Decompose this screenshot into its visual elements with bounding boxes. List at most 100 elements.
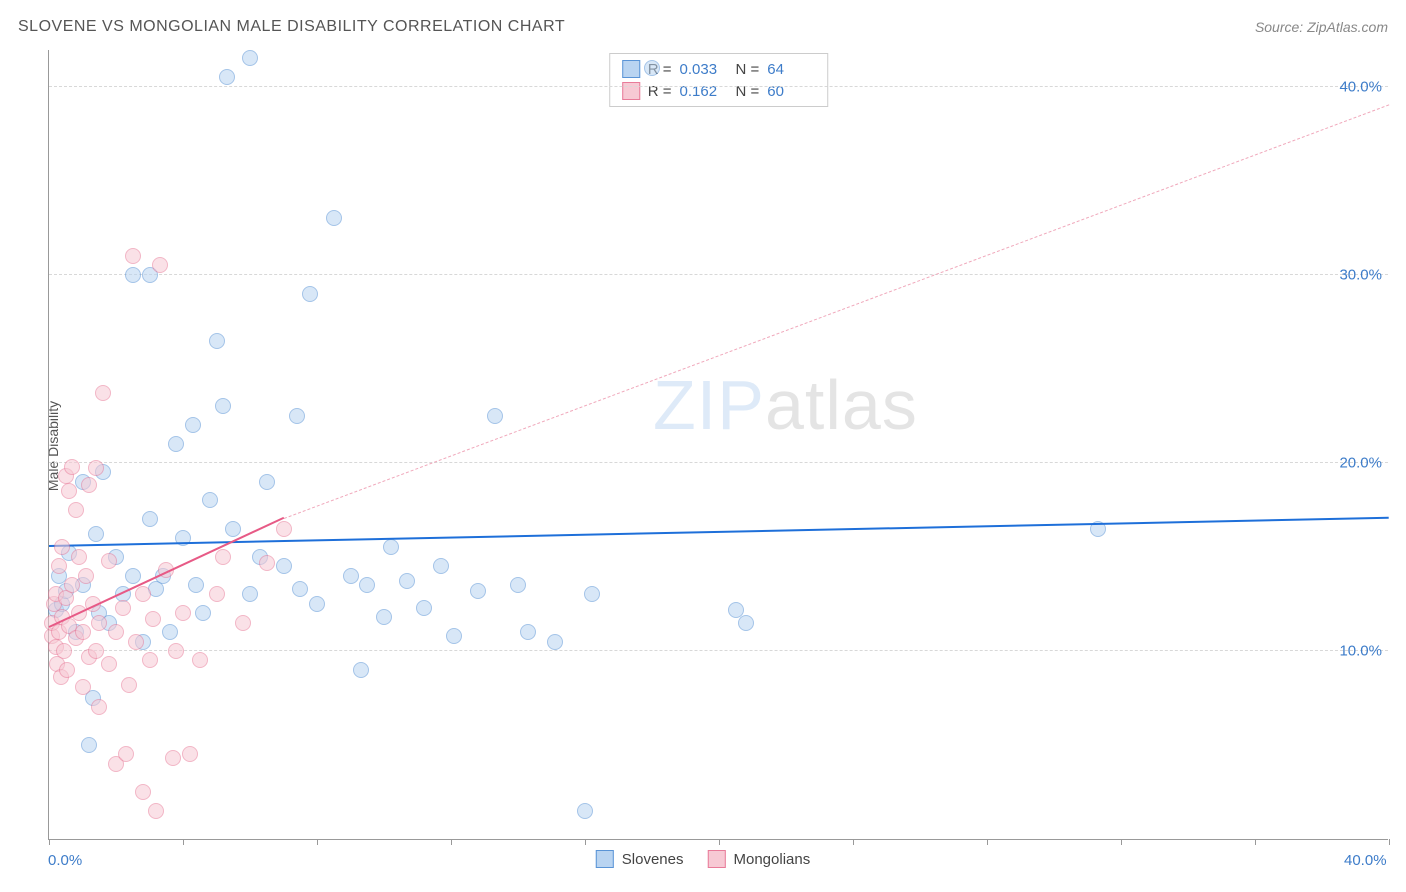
x-tick-label: 40.0% — [1344, 852, 1387, 869]
scatter-point — [185, 417, 201, 433]
scatter-point — [292, 581, 308, 597]
scatter-point — [343, 568, 359, 584]
gridline — [49, 462, 1388, 463]
n-value: 64 — [767, 61, 815, 78]
x-tick — [1121, 839, 1122, 845]
scatter-point — [353, 662, 369, 678]
y-tick-label: 30.0% — [1339, 266, 1382, 283]
stats-legend: R =0.033N =64R =0.162N =60 — [609, 53, 829, 107]
y-tick-label: 20.0% — [1339, 454, 1382, 471]
scatter-point — [259, 474, 275, 490]
x-tick — [719, 839, 720, 845]
x-tick-label: 0.0% — [48, 852, 82, 869]
y-tick-label: 40.0% — [1339, 78, 1382, 95]
scatter-point — [75, 624, 91, 640]
scatter-point — [302, 286, 318, 302]
scatter-point — [162, 624, 178, 640]
x-tick — [317, 839, 318, 845]
x-tick — [853, 839, 854, 845]
scatter-point — [145, 611, 161, 627]
scatter-point — [276, 558, 292, 574]
scatter-point — [135, 586, 151, 602]
scatter-point — [88, 460, 104, 476]
chart-title: SLOVENE VS MONGOLIAN MALE DISABILITY COR… — [18, 18, 565, 36]
watermark-zip: ZIP — [653, 366, 765, 444]
scatter-point — [91, 615, 107, 631]
scatter-point — [78, 568, 94, 584]
scatter-point — [88, 643, 104, 659]
scatter-point — [175, 605, 191, 621]
scatter-point — [520, 624, 536, 640]
scatter-point — [195, 605, 211, 621]
gridline — [49, 650, 1388, 651]
scatter-point — [101, 553, 117, 569]
scatter-point — [192, 652, 208, 668]
legend-swatch — [708, 850, 726, 868]
legend-item: Mongolians — [708, 850, 811, 868]
scatter-point — [125, 267, 141, 283]
scatter-point — [738, 615, 754, 631]
x-tick — [987, 839, 988, 845]
gridline — [49, 86, 1388, 87]
legend-label: Slovenes — [622, 851, 684, 868]
x-tick — [451, 839, 452, 845]
watermark-atlas: atlas — [765, 366, 918, 444]
scatter-point — [142, 511, 158, 527]
scatter-point — [75, 679, 91, 695]
scatter-point — [56, 643, 72, 659]
scatter-point — [644, 60, 660, 76]
scatter-point — [108, 624, 124, 640]
scatter-point — [416, 600, 432, 616]
scatter-point — [168, 436, 184, 452]
scatter-point — [188, 577, 204, 593]
scatter-point — [81, 477, 97, 493]
scatter-point — [510, 577, 526, 593]
scatter-point — [584, 586, 600, 602]
scatter-point — [446, 628, 462, 644]
x-tick — [183, 839, 184, 845]
scatter-point — [142, 652, 158, 668]
x-tick — [585, 839, 586, 845]
scatter-point — [121, 677, 137, 693]
y-tick-label: 10.0% — [1339, 642, 1382, 659]
scatter-point — [125, 568, 141, 584]
scatter-point — [433, 558, 449, 574]
scatter-point — [242, 50, 258, 66]
scatter-point — [202, 492, 218, 508]
scatter-point — [81, 737, 97, 753]
trend-line — [283, 104, 1389, 519]
scatter-point — [64, 459, 80, 475]
gridline — [49, 274, 1388, 275]
legend-swatch — [596, 850, 614, 868]
scatter-point — [399, 573, 415, 589]
scatter-point — [51, 558, 67, 574]
scatter-point — [135, 784, 151, 800]
scatter-point — [209, 586, 225, 602]
legend-swatch — [622, 60, 640, 78]
bottom-legend: Slovenes Mongolians — [596, 850, 810, 868]
scatter-point — [118, 746, 134, 762]
scatter-point — [128, 634, 144, 650]
scatter-point — [276, 521, 292, 537]
scatter-point — [259, 555, 275, 571]
scatter-point — [182, 746, 198, 762]
scatter-point — [68, 502, 84, 518]
scatter-point — [577, 803, 593, 819]
scatter-point — [215, 398, 231, 414]
x-tick — [49, 839, 50, 845]
scatter-point — [215, 549, 231, 565]
scatter-point — [209, 333, 225, 349]
title-bar: SLOVENE VS MONGOLIAN MALE DISABILITY COR… — [18, 18, 1388, 36]
scatter-point — [470, 583, 486, 599]
scatter-point — [383, 539, 399, 555]
scatter-point — [61, 483, 77, 499]
scatter-point — [148, 803, 164, 819]
scatter-point — [219, 69, 235, 85]
scatter-point — [59, 662, 75, 678]
scatter-point — [115, 600, 131, 616]
scatter-point — [54, 539, 70, 555]
scatter-point — [168, 643, 184, 659]
scatter-point — [101, 656, 117, 672]
scatter-point — [326, 210, 342, 226]
scatter-point — [242, 586, 258, 602]
